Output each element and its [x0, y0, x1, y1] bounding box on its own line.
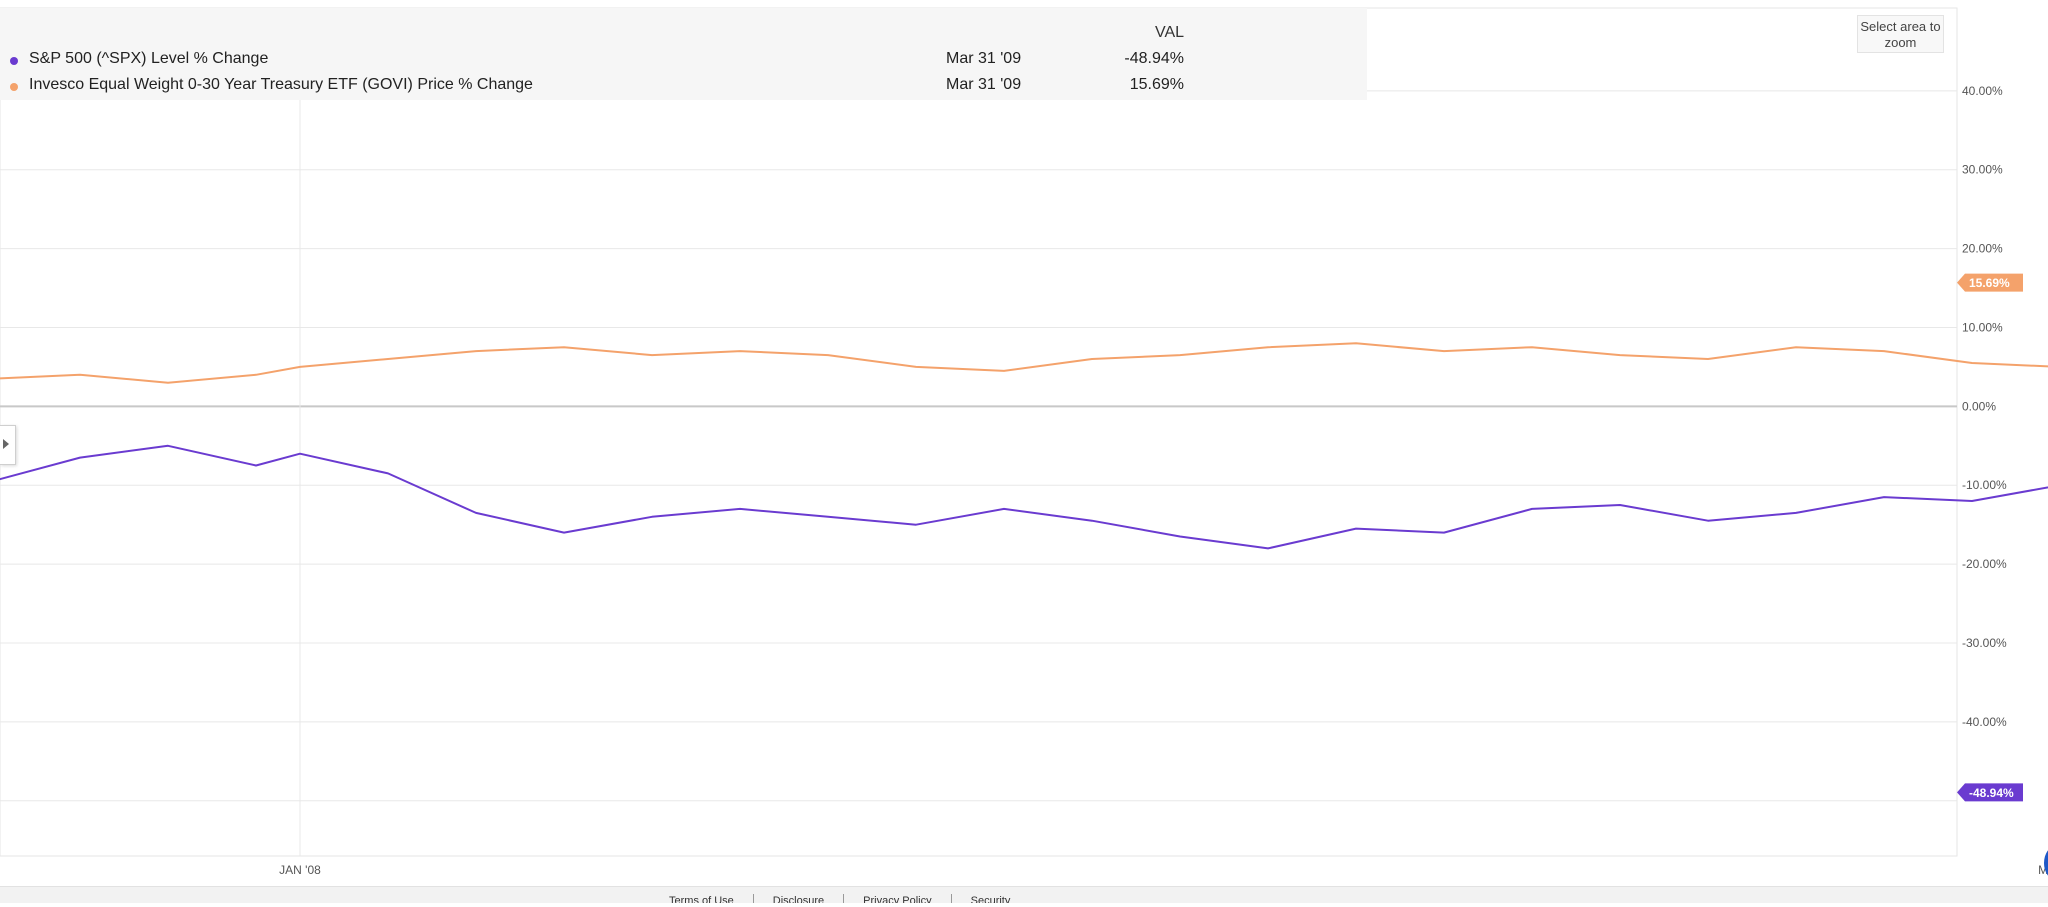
legend-panel: VAL S&P 500 (^SPX) Level % Change Mar 31…	[0, 8, 1367, 100]
legend-dot-spx	[10, 57, 18, 65]
y-tick-label: 30.00%	[1962, 163, 2003, 177]
legend-name-spx: S&P 500 (^SPX) Level % Change	[29, 50, 269, 67]
govi-end-tag	[1957, 273, 2023, 292]
legend-row-govi: Invesco Equal Weight 0-30 Year Treasury …	[0, 76, 1367, 100]
y-tick-label: 0.00%	[1962, 399, 1996, 413]
legend-value-spx: -48.94%	[1124, 50, 1184, 67]
plot-frame	[0, 7, 1958, 857]
chat-bubble-icon[interactable]	[2044, 846, 2048, 880]
y-tick-label: -20.00%	[1962, 557, 2007, 571]
spx-end-label: -48.94%	[1969, 786, 2014, 800]
y-tick-label: -40.00%	[1962, 715, 2007, 729]
y-tick-label: 20.00%	[1962, 242, 2003, 256]
footer-link-security[interactable]: Security	[970, 895, 1011, 903]
legend-header: VAL	[1155, 24, 1185, 41]
govi-line	[0, 342, 2048, 384]
footer-link-terms[interactable]: Terms of Use	[650, 894, 754, 903]
legend-dot-govi	[10, 83, 18, 91]
spx-end-tag	[1957, 783, 2023, 802]
expand-panel-handle[interactable]	[0, 425, 16, 465]
select-area-to-zoom-button[interactable]: Select area to zoom	[1857, 15, 1944, 53]
x-tick-label: JAN '08	[279, 863, 321, 877]
footer-links: Terms of Use Disclosure Privacy Policy S…	[650, 894, 1029, 903]
y-tick-label: 10.00%	[1962, 320, 2003, 334]
spx-line	[0, 444, 2048, 550]
govi-end-label: 15.69%	[1969, 276, 2010, 290]
footer-link-privacy[interactable]: Privacy Policy	[844, 894, 952, 903]
play-arrow-icon	[3, 439, 9, 449]
y-tick-label: -10.00%	[1962, 478, 2007, 492]
y-tick-label: 40.00%	[1962, 84, 2003, 98]
legend-name-govi: Invesco Equal Weight 0-30 Year Treasury …	[29, 76, 533, 93]
legend-value-govi: 15.69%	[1129, 76, 1184, 93]
legend-date-govi: Mar 31 '09	[946, 76, 1022, 93]
y-tick-label: -30.00%	[1962, 636, 2007, 650]
footer-link-disclosure[interactable]: Disclosure	[754, 894, 845, 903]
x-tick-label: MAY '08	[2038, 863, 2048, 877]
legend-date-spx: Mar 31 '09	[946, 50, 1022, 67]
legend-row-spx: S&P 500 (^SPX) Level % Change Mar 31 '09…	[0, 50, 1367, 74]
footer-bar: Terms of Use Disclosure Privacy Policy S…	[0, 886, 2048, 903]
